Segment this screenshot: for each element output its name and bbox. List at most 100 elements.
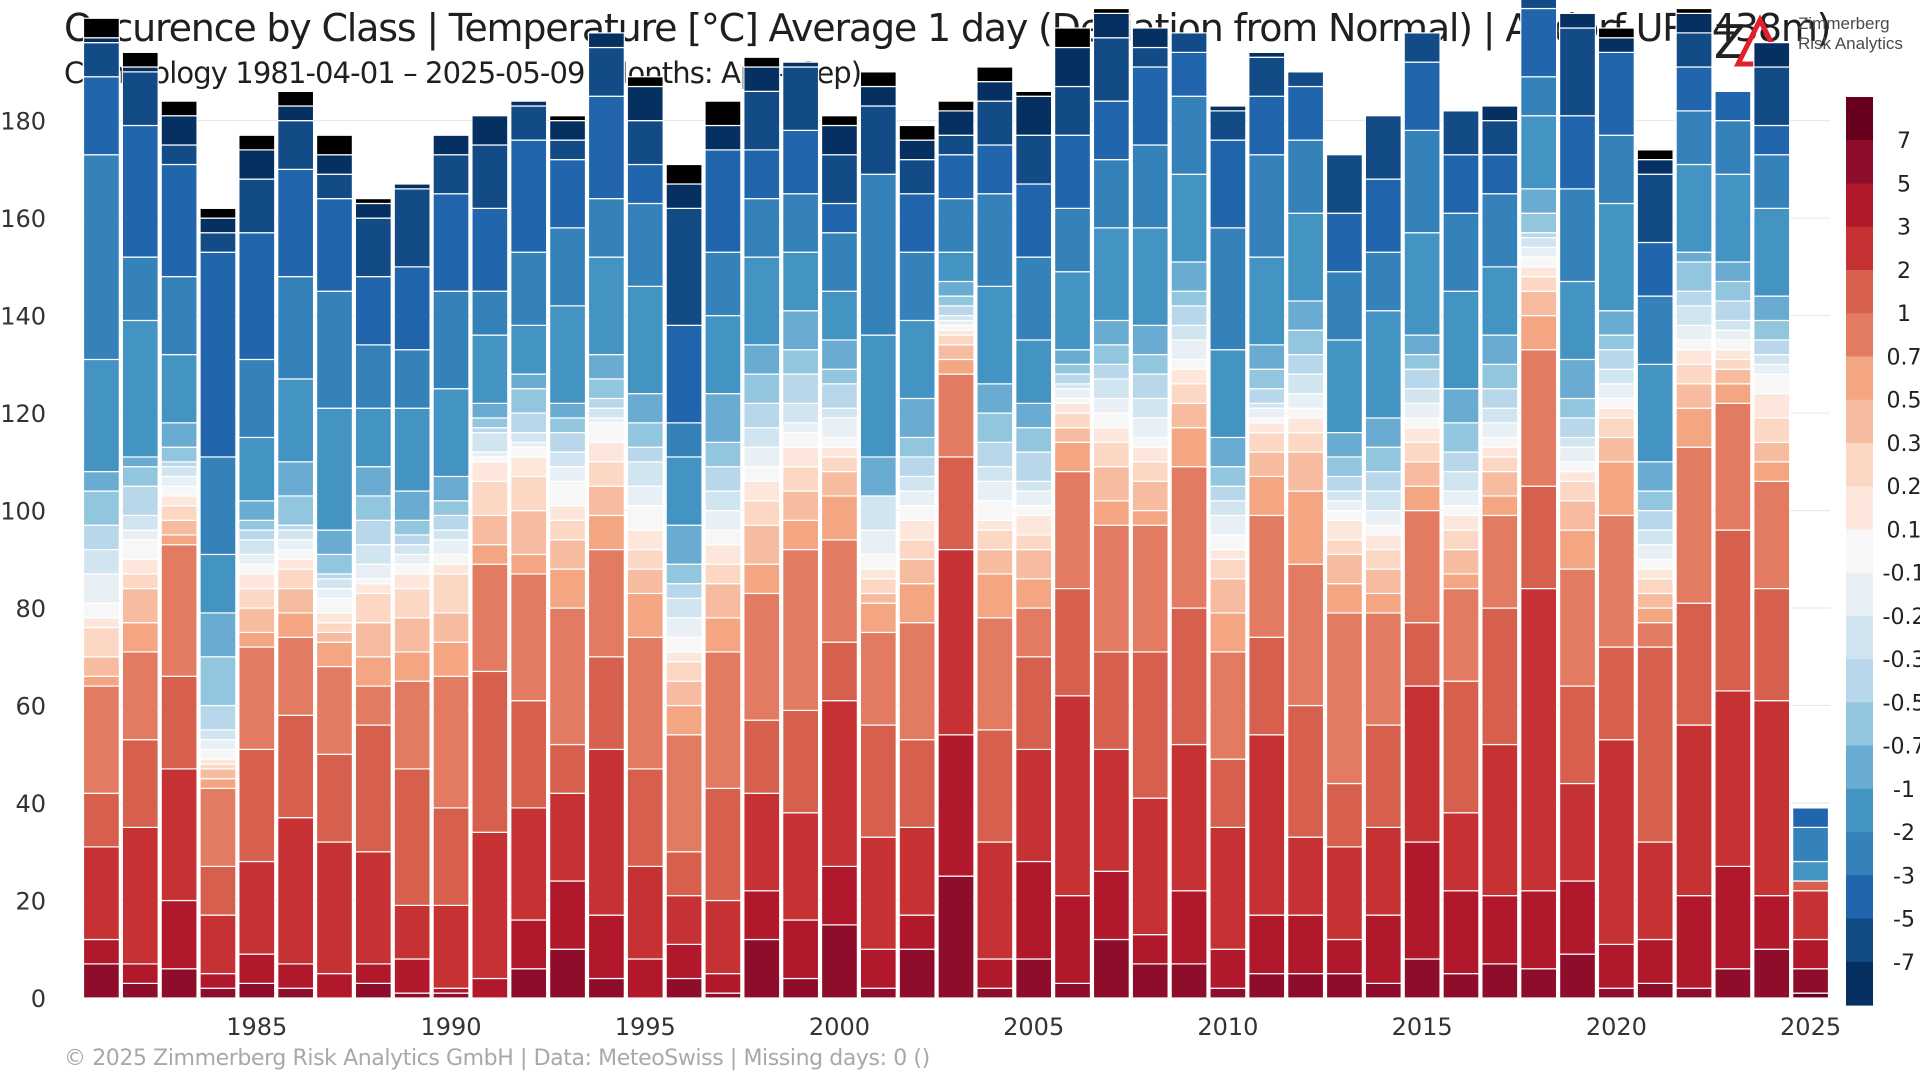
bar-segment bbox=[1248, 914, 1286, 975]
bar-segment bbox=[1364, 251, 1402, 312]
bar-segment bbox=[1558, 397, 1597, 419]
bar-segment bbox=[471, 544, 509, 565]
bar-segment bbox=[1364, 446, 1402, 473]
bar-segment bbox=[1054, 470, 1092, 590]
bar-segment bbox=[238, 587, 276, 609]
bar-segment bbox=[898, 948, 936, 999]
colorbar-label: 5 bbox=[1897, 172, 1911, 197]
bar-segment bbox=[1325, 553, 1363, 585]
bar-segment bbox=[587, 461, 625, 487]
bar-segment bbox=[432, 807, 470, 906]
bar-segment bbox=[1015, 607, 1053, 658]
bar-segment bbox=[665, 661, 703, 682]
colorbar-label: -1 bbox=[1893, 778, 1915, 803]
bar-segment bbox=[626, 958, 664, 999]
bar-segment bbox=[1675, 407, 1713, 448]
bar-segment bbox=[199, 232, 237, 253]
bar-segment bbox=[1675, 251, 1713, 263]
bar-segment bbox=[471, 334, 509, 404]
bar-segment bbox=[1792, 890, 1830, 941]
bar-segment bbox=[1325, 431, 1363, 458]
bar-segment bbox=[238, 563, 276, 575]
bar-segment bbox=[510, 968, 548, 999]
bar-segment bbox=[393, 573, 431, 590]
bar-segment bbox=[393, 680, 431, 770]
bar-segment bbox=[1520, 0, 1558, 10]
bar-segment bbox=[1520, 246, 1558, 258]
bar-segment bbox=[587, 32, 625, 49]
bar-segment bbox=[393, 188, 431, 268]
bar-segment bbox=[1248, 388, 1286, 404]
logo-line2: Risk Analytics bbox=[1798, 34, 1903, 53]
bar-segment bbox=[820, 115, 858, 127]
bar-segment bbox=[199, 758, 237, 765]
bar-segment bbox=[782, 519, 820, 551]
colorbar-swatch bbox=[1846, 615, 1873, 660]
bar-segment bbox=[549, 417, 587, 434]
bar-segment bbox=[1481, 334, 1519, 365]
bar-segment bbox=[704, 583, 742, 619]
bar-segment bbox=[976, 412, 1014, 443]
colorbar-swatch bbox=[1846, 313, 1873, 358]
bar-segment bbox=[1753, 66, 1791, 127]
bar-segment bbox=[743, 466, 781, 482]
bar-segment bbox=[82, 548, 120, 575]
bar-segment bbox=[1520, 276, 1558, 292]
bar-segment bbox=[1092, 412, 1130, 429]
bar-segment bbox=[743, 90, 781, 151]
bar-segment bbox=[743, 446, 781, 468]
bar-segment bbox=[315, 665, 354, 755]
bar-segment bbox=[121, 587, 159, 624]
bar-segment bbox=[820, 456, 858, 473]
bar-segment bbox=[1403, 958, 1441, 999]
bar-segment bbox=[1287, 85, 1325, 141]
bar-segment bbox=[471, 563, 509, 673]
bar-segment bbox=[937, 319, 975, 326]
bar-segment bbox=[354, 583, 392, 595]
bar-segment bbox=[626, 202, 664, 287]
bar-segment bbox=[160, 353, 198, 424]
bar-segment bbox=[976, 193, 1014, 287]
bar-segment bbox=[1597, 943, 1635, 989]
bar-segment bbox=[1015, 548, 1053, 580]
bar-segment bbox=[82, 573, 120, 604]
bar-segment bbox=[432, 134, 470, 156]
bar-segment bbox=[1481, 743, 1519, 897]
bar-segment bbox=[665, 583, 703, 599]
bar-segment bbox=[1753, 417, 1791, 443]
bar-segment bbox=[549, 568, 587, 609]
bar-segment bbox=[1364, 490, 1402, 512]
bar-segment bbox=[898, 490, 936, 507]
bar-segment bbox=[1131, 524, 1169, 653]
bar-segment bbox=[1442, 587, 1480, 682]
bar-2016 bbox=[1442, 110, 1480, 999]
bar-segment bbox=[354, 198, 392, 205]
bar-segment bbox=[238, 607, 276, 634]
bar-segment bbox=[354, 563, 392, 580]
bar-segment bbox=[160, 505, 198, 521]
bar-2007 bbox=[1092, 7, 1130, 999]
bar-segment bbox=[1714, 339, 1752, 351]
colorbar-swatch bbox=[1846, 572, 1873, 617]
bar-segment bbox=[199, 729, 237, 741]
bar-segment bbox=[1403, 129, 1441, 234]
bar-segment bbox=[471, 456, 509, 463]
bar-segment bbox=[820, 232, 858, 292]
bar-segment bbox=[1015, 134, 1053, 185]
colorbar-label: 7 bbox=[1897, 129, 1911, 154]
bar-segment bbox=[471, 427, 509, 434]
bar-segment bbox=[238, 646, 276, 751]
bar-segment bbox=[1714, 690, 1752, 867]
bar-segment bbox=[1248, 256, 1286, 346]
bar-segment bbox=[898, 622, 936, 741]
bar-segment bbox=[160, 495, 198, 507]
bar-segment bbox=[1325, 782, 1363, 848]
bar-segment bbox=[393, 490, 431, 521]
bar-segment bbox=[1597, 461, 1635, 517]
bar-segment bbox=[549, 607, 587, 746]
bar-segment bbox=[859, 173, 897, 336]
bar-segment bbox=[1092, 7, 1130, 14]
bar-segment bbox=[1753, 295, 1791, 322]
colorbar-label: 0.5 bbox=[1887, 389, 1920, 414]
bar-segment bbox=[1792, 938, 1830, 970]
